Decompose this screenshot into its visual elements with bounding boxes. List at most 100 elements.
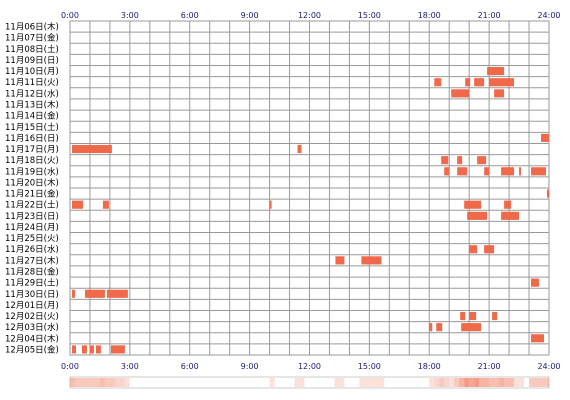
x-tick-label: 24:00 <box>537 362 560 371</box>
x-tick-labels-bottom: 0:00 3:00 6:00 9:00 12:00 15:00 18:00 21:00 24:0… <box>61 362 561 371</box>
row-label: 11月30日(日) <box>5 290 59 300</box>
row-labels: 11月06日(木)11月07日(金)11月08日(土)11月09日(日)11月1… <box>5 22 59 356</box>
activity-bar <box>457 167 468 176</box>
activity-bar <box>504 200 512 209</box>
summary-bin <box>74 378 80 387</box>
activity-bar <box>484 245 495 254</box>
row-label: 11月29日(土) <box>5 278 59 289</box>
summary-bin <box>509 378 515 387</box>
row-label: 11月10日(月) <box>5 67 59 77</box>
row-label: 12月04日(木) <box>5 333 59 344</box>
activity-bar <box>531 278 540 287</box>
summary-bin <box>454 378 460 387</box>
activity-bar <box>71 200 83 209</box>
row-label: 11月19日(水) <box>5 166 59 177</box>
summary-bin <box>464 378 470 387</box>
activity-bar <box>102 200 109 209</box>
x-tick-label: 9:00 <box>241 11 259 20</box>
activity-bar <box>451 89 470 98</box>
summary-bin <box>469 378 475 387</box>
activity-bar <box>492 311 498 321</box>
row-label: 12月02日(火) <box>5 312 59 322</box>
activity-bar <box>269 200 272 209</box>
summary-strip <box>70 378 549 387</box>
activity-bar <box>487 67 505 76</box>
row-label: 11月07日(金) <box>5 33 59 44</box>
row-label: 11月25日(火) <box>5 234 59 244</box>
summary-bin <box>114 378 120 387</box>
summary-bin <box>544 378 549 387</box>
summary-bin <box>499 378 505 387</box>
summary-bin <box>104 378 110 387</box>
x-tick-label: 15:00 <box>358 362 381 371</box>
row-label: 11月18日(火) <box>5 156 59 166</box>
x-tick-label: 3:00 <box>121 362 139 371</box>
activity-bar <box>489 78 515 87</box>
x-tick-label: 21:00 <box>478 362 501 371</box>
row-label: 11月21日(金) <box>5 189 59 200</box>
x-tick-label: 12:00 <box>298 11 321 20</box>
summary-strip-frame <box>69 376 550 389</box>
activity-bar <box>484 167 490 176</box>
activity-bar <box>464 200 482 209</box>
activity-bar <box>531 334 545 343</box>
summary-bin <box>119 378 125 387</box>
summary-bin <box>359 378 365 387</box>
summary-bin <box>84 378 90 387</box>
activity-bar <box>457 156 463 165</box>
summary-bin <box>479 378 485 387</box>
row-label: 11月06日(木) <box>5 22 59 33</box>
summary-bin <box>339 378 345 387</box>
summary-bin <box>484 378 490 387</box>
activity-bar <box>436 323 443 332</box>
x-tick-label: 9:00 <box>241 362 259 371</box>
x-tick-label: 6:00 <box>181 362 199 371</box>
summary-bin <box>99 378 105 387</box>
row-label: 12月01日(月) <box>5 301 59 311</box>
activity-bar <box>461 323 482 332</box>
x-tick-label: 0:00 <box>61 362 79 371</box>
row-label: 11月14日(金) <box>5 111 59 122</box>
summary-bin <box>70 378 75 387</box>
activity-bar <box>429 323 433 332</box>
row-label: 11月11日(火) <box>5 78 59 88</box>
summary-bin <box>434 378 440 387</box>
summary-bin <box>369 378 375 387</box>
summary-bin <box>79 378 85 387</box>
activity-bar <box>106 289 128 298</box>
summary-bin <box>439 378 445 387</box>
summary-bin <box>334 378 340 387</box>
activity-bar <box>469 245 478 254</box>
activity-bar <box>71 144 112 154</box>
row-label: 11月26日(水) <box>5 244 59 255</box>
summary-bin <box>474 378 480 387</box>
row-label: 11月20日(木) <box>5 177 59 188</box>
summary-bin <box>374 378 380 387</box>
summary-bin <box>534 378 540 387</box>
row-label: 12月05日(金) <box>5 344 59 355</box>
row-label: 11月24日(月) <box>5 223 59 233</box>
row-label: 11月12日(水) <box>5 88 59 99</box>
row-label: 11月23日(日) <box>5 212 59 222</box>
activity-bar <box>474 78 485 87</box>
summary-bin <box>449 378 455 387</box>
activity-bar <box>501 167 515 176</box>
summary-bin <box>364 378 370 387</box>
row-label: 12月03日(水) <box>5 322 59 333</box>
x-tick-label: 12:00 <box>298 362 321 371</box>
activity-bar <box>89 345 94 354</box>
summary-bin <box>299 378 305 387</box>
row-label: 11月17日(月) <box>5 145 59 155</box>
activity-bar <box>361 256 382 265</box>
summary-bin <box>504 378 510 387</box>
activity-bar <box>477 156 487 165</box>
activity-bar <box>297 144 302 154</box>
activity-bar <box>335 256 345 265</box>
activity-bar <box>95 345 101 354</box>
row-label: 11月28日(金) <box>5 267 59 278</box>
summary-bin <box>539 378 545 387</box>
x-tick-label: 18:00 <box>418 362 441 371</box>
x-tick-label: 0:00 <box>61 11 79 20</box>
summary-bin <box>489 378 495 387</box>
